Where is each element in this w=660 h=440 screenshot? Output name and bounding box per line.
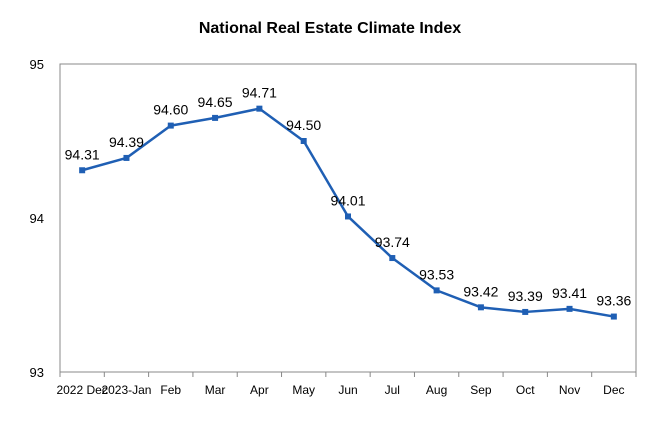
y-tick-label: 93 [30,365,44,380]
x-tick-label: Apr [250,383,269,397]
x-tick-label: Jun [338,383,357,397]
data-label: 93.36 [596,293,631,309]
x-tick-label: Nov [559,383,580,397]
x-tick-label: 2022 Dec [56,383,107,397]
data-point [256,105,263,112]
x-tick-label: 2023-Jan [101,383,151,397]
x-tick-label: Feb [160,383,181,397]
data-label: 93.74 [375,234,410,250]
data-label: 94.39 [109,134,144,150]
data-point [212,114,219,121]
data-label: 94.50 [286,117,321,133]
data-point [123,154,130,161]
x-tick-label: Jul [385,383,400,397]
data-point [300,138,307,144]
y-tick-label: 94 [30,211,44,226]
data-label: 93.53 [419,266,454,282]
series-line [81,107,615,318]
data-label: 93.42 [463,283,498,299]
data-point [345,213,351,220]
plot-area-border [59,63,637,373]
data-label: 94.65 [198,94,233,110]
y-tick-label: 95 [30,57,44,72]
x-tick-label: Dec [603,383,624,397]
data-point [477,304,484,311]
chart-title: National Real Estate Climate Index [198,20,462,37]
data-label: 93.39 [508,288,543,304]
data-label: 94.01 [330,192,365,208]
data-point [433,287,440,294]
data-point [389,255,396,262]
x-tick-label: Mar [205,383,226,397]
data-point [610,313,617,320]
x-tick-label: Oct [516,383,535,397]
data-label: 94.31 [65,146,100,162]
data-point [566,305,573,312]
x-tick-label: Aug [426,383,447,397]
data-label: 94.71 [242,85,277,101]
data-point [522,308,529,315]
x-tick-label: May [292,383,315,397]
data-point [167,122,174,129]
data-label: 94.60 [153,102,188,118]
data-point [79,167,86,174]
x-tick-label: Sep [470,383,492,397]
data-label: 93.41 [552,285,587,301]
